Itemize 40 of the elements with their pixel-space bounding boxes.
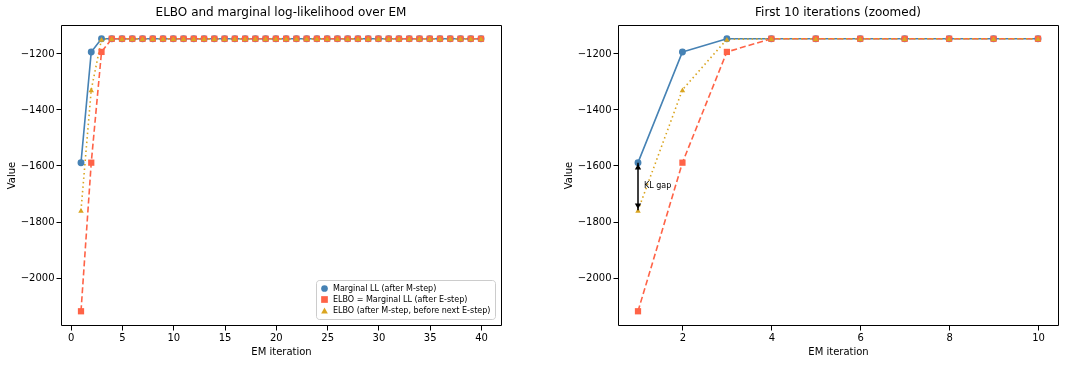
y-tick-label: −2000 bbox=[577, 272, 612, 284]
y-tick-label: −1200 bbox=[20, 47, 55, 59]
y-tick-label: −1400 bbox=[577, 103, 612, 115]
y-tick-label: −1400 bbox=[20, 103, 55, 115]
y-tick-label: −1800 bbox=[577, 216, 612, 228]
y-tick-label: −1600 bbox=[20, 159, 55, 171]
x-axis-title: EM iteration bbox=[808, 345, 869, 357]
point bbox=[87, 48, 95, 56]
point bbox=[678, 48, 686, 56]
y-axis-title: Value bbox=[562, 161, 574, 190]
y-tick-label: −1800 bbox=[20, 216, 55, 228]
x-tick-label: 8 bbox=[946, 331, 953, 343]
point bbox=[88, 87, 94, 93]
point bbox=[77, 159, 85, 167]
x-tick-label: 0 bbox=[68, 331, 75, 343]
y-axis-title: Value bbox=[5, 161, 17, 190]
x-tick-label: 35 bbox=[423, 331, 437, 343]
x-axis-title: EM iteration bbox=[251, 345, 312, 357]
x-tick-label: 15 bbox=[218, 331, 232, 343]
legend-label: ELBO = Marginal LL (after E-step) bbox=[333, 294, 468, 304]
x-tick-label: 2 bbox=[679, 331, 687, 343]
y-tick-label: −1600 bbox=[577, 159, 612, 171]
legend-label: ELBO (after M-step, before next E-step) bbox=[333, 305, 491, 315]
y-tick-label: −1200 bbox=[577, 47, 612, 59]
chart-title: First 10 iterations (zoomed) bbox=[755, 5, 921, 19]
chart-title: ELBO and marginal log-likelihood over EM bbox=[155, 5, 407, 19]
x-tick-label: 25 bbox=[321, 331, 335, 343]
x-tick-label: 20 bbox=[270, 331, 283, 343]
x-tick-label: 30 bbox=[372, 331, 386, 343]
point bbox=[78, 207, 84, 213]
x-tick-label: 4 bbox=[768, 331, 776, 343]
x-tick-label: 5 bbox=[119, 331, 126, 343]
annotation: KL gap bbox=[644, 181, 672, 191]
point bbox=[679, 87, 686, 93]
x-tick-label: 10 bbox=[167, 331, 181, 343]
x-tick-label: 10 bbox=[1032, 331, 1045, 343]
x-tick-label: 40 bbox=[475, 331, 488, 343]
legend-label: Marginal LL (after M-step) bbox=[333, 283, 437, 293]
y-tick-label: −2000 bbox=[20, 272, 55, 284]
x-tick-label: 6 bbox=[857, 331, 864, 343]
